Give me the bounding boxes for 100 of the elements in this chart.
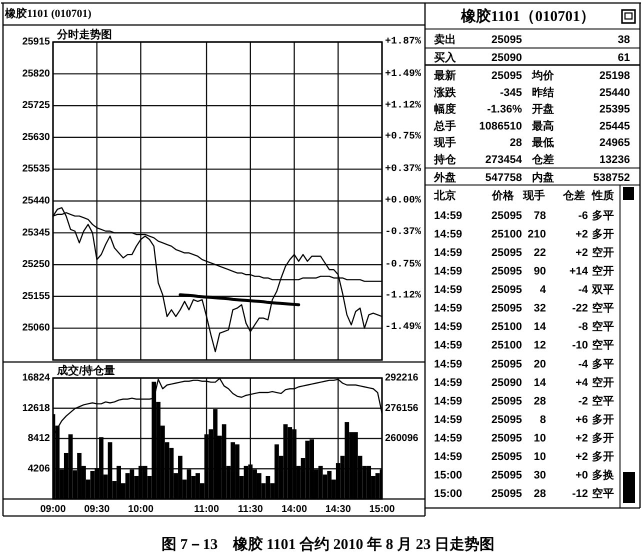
text: 性质 bbox=[591, 189, 614, 202]
text: 90 bbox=[534, 266, 546, 278]
text: 总手 bbox=[433, 119, 456, 132]
y-tick-label: 16824 bbox=[22, 372, 50, 384]
text: +2 bbox=[575, 228, 588, 241]
y-tick-label: 25725 bbox=[22, 100, 50, 112]
y-tick-label: 25250 bbox=[22, 259, 50, 270]
chart-title: 成交/持仓量 bbox=[56, 364, 116, 377]
text: 14:59 bbox=[434, 321, 462, 334]
y2-tick-label: +1.87% bbox=[385, 36, 422, 48]
text: 32 bbox=[534, 302, 546, 315]
text: +2 bbox=[575, 247, 588, 260]
text: 28 bbox=[534, 488, 546, 500]
text: 273454 bbox=[485, 154, 523, 166]
x-tick-label: 10:00 bbox=[128, 504, 154, 515]
text: 38 bbox=[618, 34, 630, 46]
text: -4 bbox=[578, 358, 589, 370]
text: -22 bbox=[572, 302, 588, 315]
text: 北京 bbox=[433, 189, 456, 202]
text: 14:59 bbox=[434, 284, 462, 296]
text: 均价 bbox=[531, 69, 555, 82]
text: 25095 bbox=[491, 469, 522, 482]
x-tick-label: 15:00 bbox=[369, 504, 396, 515]
text: +4 bbox=[575, 376, 589, 389]
text: -2 bbox=[578, 395, 588, 408]
text: 78 bbox=[534, 210, 546, 222]
y2-tick-label: -1.49% bbox=[385, 322, 422, 334]
text: 25095 bbox=[491, 395, 522, 408]
text: 25095 bbox=[491, 266, 522, 278]
text: 25090 bbox=[491, 52, 522, 64]
text: 空开 bbox=[592, 246, 614, 260]
text: -12 bbox=[572, 488, 588, 500]
text: 多平 bbox=[592, 357, 614, 370]
text: 28 bbox=[510, 137, 522, 150]
text: 空开 bbox=[592, 376, 614, 389]
y2-tick-label: +1.12% bbox=[385, 100, 422, 112]
text: 最新 bbox=[433, 69, 456, 82]
text: 空平 bbox=[592, 394, 614, 408]
text: 10 bbox=[534, 432, 546, 444]
y2-tick-label: -0.37% bbox=[385, 226, 422, 238]
text: 25095 bbox=[491, 302, 522, 315]
text: +2 bbox=[575, 450, 588, 463]
text: 14:59 bbox=[434, 376, 462, 389]
y-tick-label: 25630 bbox=[22, 132, 50, 143]
text: 价格 bbox=[491, 189, 515, 202]
text: 14:59 bbox=[434, 302, 462, 315]
text: 4 bbox=[540, 284, 547, 296]
y2-tick-label: -1.12% bbox=[385, 290, 422, 302]
text: 多开 bbox=[592, 431, 614, 444]
text: 25095 bbox=[491, 450, 522, 463]
y-tick-label: 12618 bbox=[22, 402, 50, 414]
y2-tick-label: +0.37% bbox=[385, 164, 422, 176]
text: 25095 bbox=[491, 34, 522, 46]
text: 14:59 bbox=[434, 414, 462, 426]
text: 最低 bbox=[531, 137, 554, 150]
text: -345 bbox=[500, 86, 522, 99]
text: 橡胶1101 (010701) bbox=[4, 7, 92, 20]
text: 多开 bbox=[592, 412, 614, 426]
text: 双平 bbox=[591, 284, 614, 296]
text: 卖出 bbox=[434, 33, 456, 46]
text: 25095 bbox=[491, 247, 522, 260]
text: 14:59 bbox=[434, 210, 462, 222]
text: -1.36% bbox=[487, 104, 522, 116]
text: +14 bbox=[569, 266, 589, 278]
y2-tick-label: 292216 bbox=[385, 372, 419, 384]
y-tick-label: 25060 bbox=[22, 322, 50, 334]
text: 外盘 bbox=[433, 171, 456, 184]
text: 14:59 bbox=[434, 395, 462, 408]
text: 25095 bbox=[491, 210, 522, 222]
text: 14:59 bbox=[434, 247, 462, 260]
y-tick-label: 4206 bbox=[28, 463, 50, 474]
text: 空平 bbox=[592, 338, 614, 352]
text: 8 bbox=[540, 414, 546, 426]
text: 14:59 bbox=[434, 266, 462, 278]
caption: 图 7－13 橡胶 1101 合约 2010 年 8 月 23 日走势图 bbox=[162, 535, 494, 553]
text: 内盘 bbox=[532, 171, 554, 184]
text: 14 bbox=[534, 321, 547, 334]
text: 25100 bbox=[491, 321, 522, 334]
x-tick-label: 11:00 bbox=[194, 504, 220, 515]
x-tick-label: 14:00 bbox=[281, 504, 308, 515]
text: 547758 bbox=[485, 172, 522, 184]
text: -4 bbox=[578, 284, 589, 296]
text: +0 bbox=[575, 469, 588, 482]
text: 15:00 bbox=[434, 469, 462, 482]
x-tick-label: 14:30 bbox=[325, 504, 352, 515]
text: 14 bbox=[534, 376, 547, 389]
text: 昨结 bbox=[532, 86, 554, 99]
text: 210 bbox=[528, 228, 546, 241]
text: 橡胶1101（010701） bbox=[460, 7, 596, 25]
text: 25198 bbox=[599, 70, 630, 82]
text: 25095 bbox=[491, 284, 522, 296]
text: -10 bbox=[572, 340, 588, 352]
text: 24965 bbox=[599, 137, 630, 150]
y2-tick-label: +0.00% bbox=[385, 196, 422, 206]
y2-tick-label: -0.75% bbox=[385, 259, 422, 270]
text: 30 bbox=[534, 469, 546, 482]
text: 25090 bbox=[491, 376, 522, 389]
text: 61 bbox=[618, 52, 630, 64]
text: 空平 bbox=[592, 320, 614, 334]
text: 14:59 bbox=[434, 340, 462, 352]
